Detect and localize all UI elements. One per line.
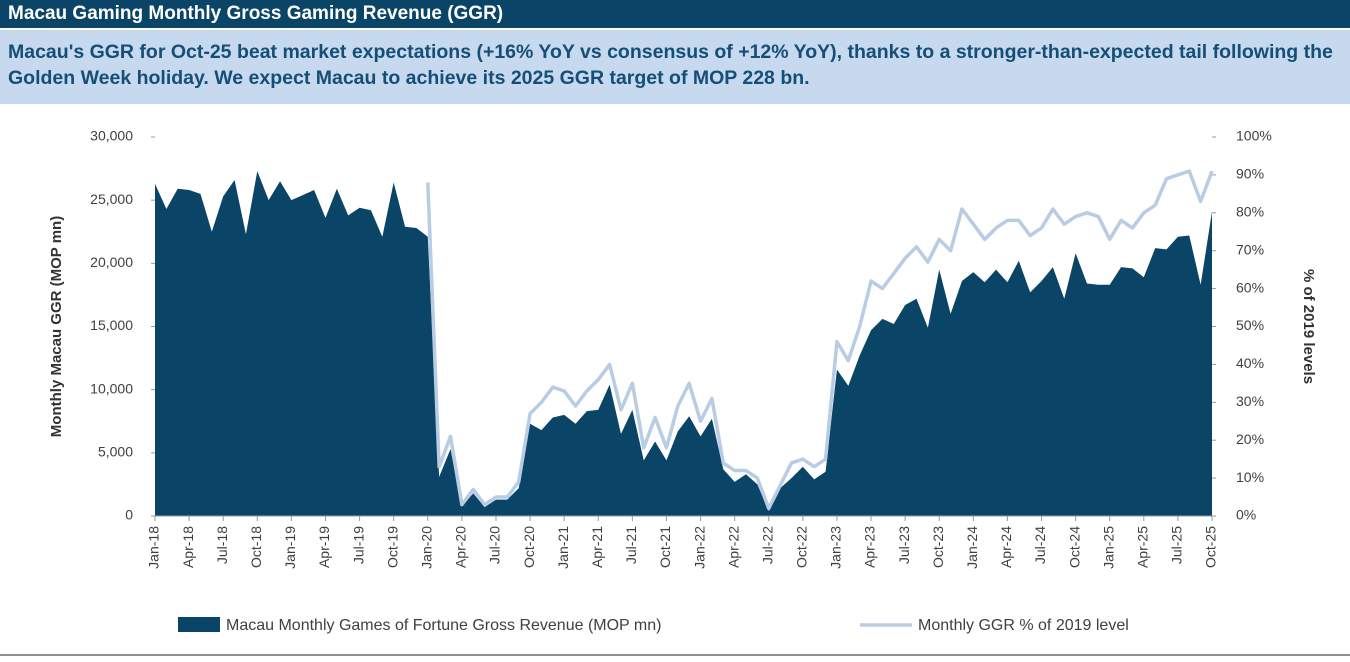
y2-tick-label: 90% (1236, 166, 1264, 182)
x-tick-label: Jul-23 (896, 526, 912, 564)
x-tick-label: Jan-21 (555, 526, 571, 569)
x-tick-label: Jan-22 (691, 526, 707, 569)
y2-axis-title: % of 2019 levels (1300, 269, 1317, 384)
x-tick-label: Jan-19 (282, 526, 298, 569)
x-tick-label: Oct-18 (248, 526, 264, 568)
x-tick-label: Apr-23 (862, 526, 878, 568)
x-tick-label: Jul-21 (623, 526, 639, 564)
x-tick-label: Apr-22 (725, 526, 741, 568)
x-tick-label: Oct-24 (1066, 526, 1082, 568)
x-tick-label: Apr-19 (316, 526, 332, 568)
x-tick-label: Apr-24 (998, 526, 1014, 568)
x-tick-label: Oct-22 (794, 526, 810, 568)
x-tick-label: Jul-20 (487, 526, 503, 564)
x-tick-label: Oct-23 (930, 526, 946, 568)
x-tick-label: Jul-25 (1169, 526, 1185, 564)
x-tick-label: Jan-24 (964, 526, 980, 569)
y-axis-title: Monthly Macau GGR (MOP mn) (48, 216, 65, 437)
x-tick-label: Apr-25 (1135, 526, 1151, 568)
y2-tick-label: 50% (1236, 317, 1264, 333)
y2-tick-label: 20% (1236, 431, 1264, 447)
y-tick-label: 25,000 (90, 191, 133, 207)
x-tick-label: Jul-18 (214, 526, 230, 564)
y2-tick-label: 10% (1236, 469, 1264, 485)
y-tick-label: 30,000 (90, 128, 133, 144)
legend-swatch (178, 617, 220, 632)
y-tick-label: 15,000 (90, 317, 133, 333)
y2-tick-label: 40% (1236, 355, 1264, 371)
chart-subtitle: Macau's GGR for Oct-25 beat market expec… (0, 30, 1350, 104)
x-tick-label: Apr-20 (453, 526, 469, 568)
x-tick-label: Jul-24 (1032, 526, 1048, 564)
x-tick-label: Oct-19 (384, 526, 400, 568)
y2-tick-label: 70% (1236, 241, 1264, 257)
x-tick-label: Jan-18 (146, 526, 162, 569)
line (426, 169, 1214, 511)
y-tick-label: 5,000 (98, 444, 133, 460)
x-tick-label: Oct-25 (1203, 526, 1219, 568)
x-tick-label: Apr-21 (589, 526, 605, 568)
legend-label: Monthly GGR % of 2019 level (918, 617, 1129, 634)
x-tick-label: Oct-21 (657, 526, 673, 568)
y-tick-label: 0 (125, 507, 133, 523)
y2-tick-label: 0% (1236, 507, 1256, 523)
area (155, 171, 1212, 517)
x-tick-label: Jul-22 (759, 526, 775, 564)
y2-tick-label: 60% (1236, 279, 1264, 295)
x-tick-label: Jan-25 (1100, 526, 1116, 569)
x-tick-label: Jul-19 (350, 526, 366, 564)
y-tick-label: 20,000 (90, 254, 133, 270)
y2-tick-label: 80% (1236, 204, 1264, 220)
y-tick-label: 10,000 (90, 380, 133, 396)
chart-title: Macau Gaming Monthly Gross Gaming Revenu… (0, 0, 1350, 28)
y2-tick-label: 30% (1236, 393, 1264, 409)
x-tick-label: Oct-20 (521, 526, 537, 568)
y2-tick-label: 100% (1236, 128, 1272, 144)
x-tick-label: Apr-18 (180, 526, 196, 568)
x-tick-label: Jan-23 (828, 526, 844, 569)
legend-label: Macau Monthly Games of Fortune Gross Rev… (226, 617, 661, 634)
x-tick-label: Jan-20 (418, 526, 434, 569)
